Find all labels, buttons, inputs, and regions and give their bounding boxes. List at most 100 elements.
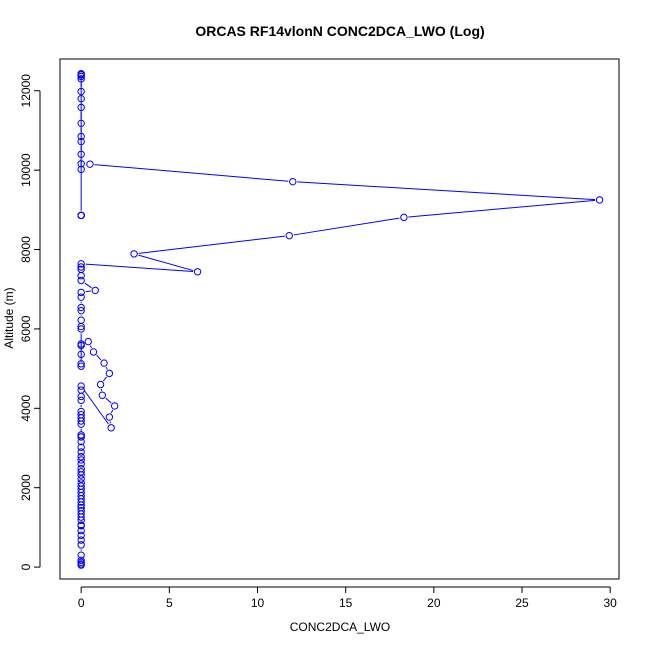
data-point (77, 260, 85, 268)
y-tick-label: 12000 (19, 74, 33, 108)
data-point (77, 407, 85, 416)
data-point (77, 265, 85, 274)
series-line-segment (110, 409, 114, 414)
data-point (77, 325, 85, 333)
x-axis-label: CONC2DCA_LWO (290, 620, 390, 634)
y-tick-label: 8000 (19, 236, 33, 263)
chart-title: ORCAS RF14vlonN CONC2DCA_LWO (Log) (195, 23, 484, 39)
data-point (77, 360, 85, 368)
data-point (77, 464, 85, 473)
series (77, 69, 604, 569)
plot-frame (59, 58, 620, 580)
data-point (77, 482, 85, 490)
series-line-segment (297, 181, 596, 201)
data-point (77, 431, 85, 439)
data-point (77, 350, 85, 359)
data-point (77, 276, 85, 285)
data-point (130, 250, 138, 258)
data-point (77, 306, 85, 315)
series-line-segment (293, 217, 400, 236)
data-point (77, 410, 85, 419)
data-point (77, 272, 85, 280)
data-point (193, 268, 202, 276)
y-axis-label: Altitude (m) (2, 287, 16, 348)
data-point (77, 460, 85, 468)
data-point (77, 396, 85, 405)
data-point (77, 341, 85, 350)
series-line-segment (85, 263, 194, 272)
data-point (77, 119, 85, 128)
data-point (77, 94, 85, 103)
x-tick-label: 5 (166, 596, 173, 610)
data-point (77, 303, 85, 312)
series-line-segment (94, 164, 289, 182)
data-point (77, 263, 85, 271)
data-point (77, 468, 85, 476)
x-axis: 0 5 10 15 20 25 30 (78, 586, 618, 610)
x-tick-label: 30 (604, 596, 618, 610)
series-line-segment (85, 290, 91, 293)
data-point (84, 337, 92, 346)
data-point (400, 213, 408, 222)
x-tick-label: 0 (78, 596, 85, 610)
data-point (77, 556, 85, 565)
data-point (98, 391, 107, 399)
data-point (77, 137, 85, 146)
series-line-segment (83, 389, 109, 425)
data-point (77, 433, 85, 441)
data-point (77, 382, 85, 390)
data-point (77, 551, 85, 559)
data-point (289, 177, 297, 186)
y-axis: 0 2000 4000 6000 8000 10000 12000 (19, 74, 41, 570)
series-line-segment (102, 376, 107, 382)
x-tick-label: 25 (515, 596, 529, 610)
series-line-segment (105, 397, 112, 404)
data-point (77, 211, 85, 220)
data-point (77, 87, 85, 96)
data-point (77, 288, 85, 297)
x-tick-label: 20 (427, 596, 441, 610)
data-point (110, 402, 119, 410)
data-point (86, 160, 94, 168)
data-point (105, 413, 114, 421)
data-point (77, 453, 85, 461)
data-point (285, 231, 293, 240)
data-point (77, 103, 85, 112)
series-line-segment (105, 366, 108, 370)
data-point (96, 380, 105, 389)
data-point (77, 536, 85, 544)
series-line-segment (408, 199, 596, 218)
x-tick-label: 10 (251, 596, 265, 610)
data-point (77, 293, 85, 301)
data-point (77, 392, 85, 401)
y-tick-label: 2000 (19, 474, 33, 501)
series-line-segment (89, 345, 92, 349)
data-point (77, 479, 85, 487)
series-line-segment (138, 254, 194, 272)
series-line-segment (96, 354, 102, 361)
y-tick-label: 0 (19, 563, 33, 570)
data-point (595, 196, 604, 204)
data-point (77, 160, 85, 168)
data-point (77, 507, 85, 515)
data-point (77, 69, 85, 78)
data-point (105, 369, 114, 378)
data-point (77, 448, 85, 456)
data-point (77, 558, 85, 567)
x-tick-label: 15 (339, 596, 353, 610)
data-point (77, 456, 85, 464)
data-point (77, 475, 85, 483)
data-point (107, 424, 115, 432)
data-point (91, 286, 99, 295)
y-tick-label: 4000 (19, 395, 33, 422)
y-tick-label: 6000 (19, 315, 33, 342)
data-point (77, 165, 85, 174)
series-line-segment (138, 235, 285, 254)
data-point (100, 359, 108, 367)
data-point (77, 526, 85, 535)
data-point (77, 75, 85, 83)
data-point (77, 541, 85, 549)
data-point (89, 348, 98, 356)
data-point (77, 443, 85, 451)
